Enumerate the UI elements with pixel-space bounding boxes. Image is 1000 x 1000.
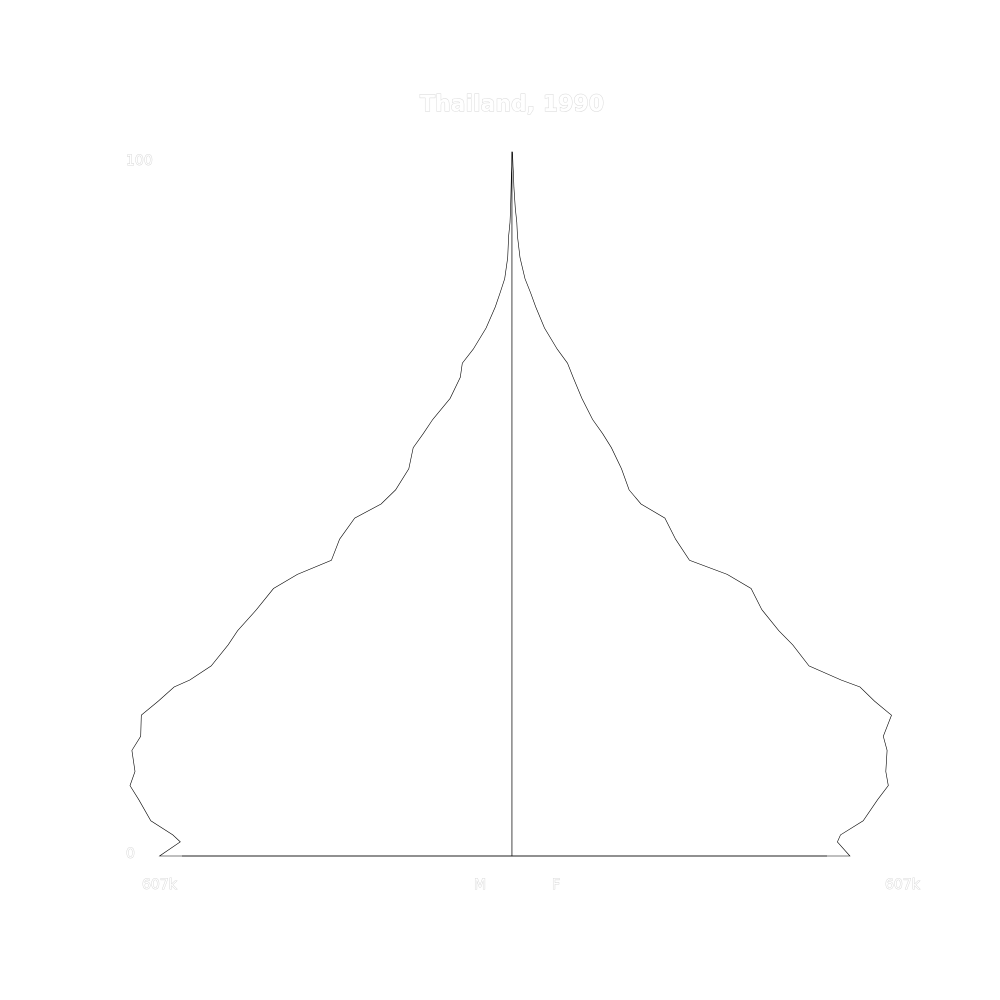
age-tick-min: 0 [126, 846, 135, 862]
age-tick-max: 100 [126, 153, 153, 169]
male-side-label: M [474, 877, 486, 893]
series-area-male [129, 151, 513, 857]
female-side-label: F [552, 877, 560, 893]
population-axis-right-label: 607k [885, 877, 921, 893]
series-layer [129, 151, 892, 857]
chart-title: Thailand, 1990 [420, 92, 604, 117]
population-axis-left-label: 607k [142, 877, 178, 893]
series-area-female [511, 151, 892, 857]
